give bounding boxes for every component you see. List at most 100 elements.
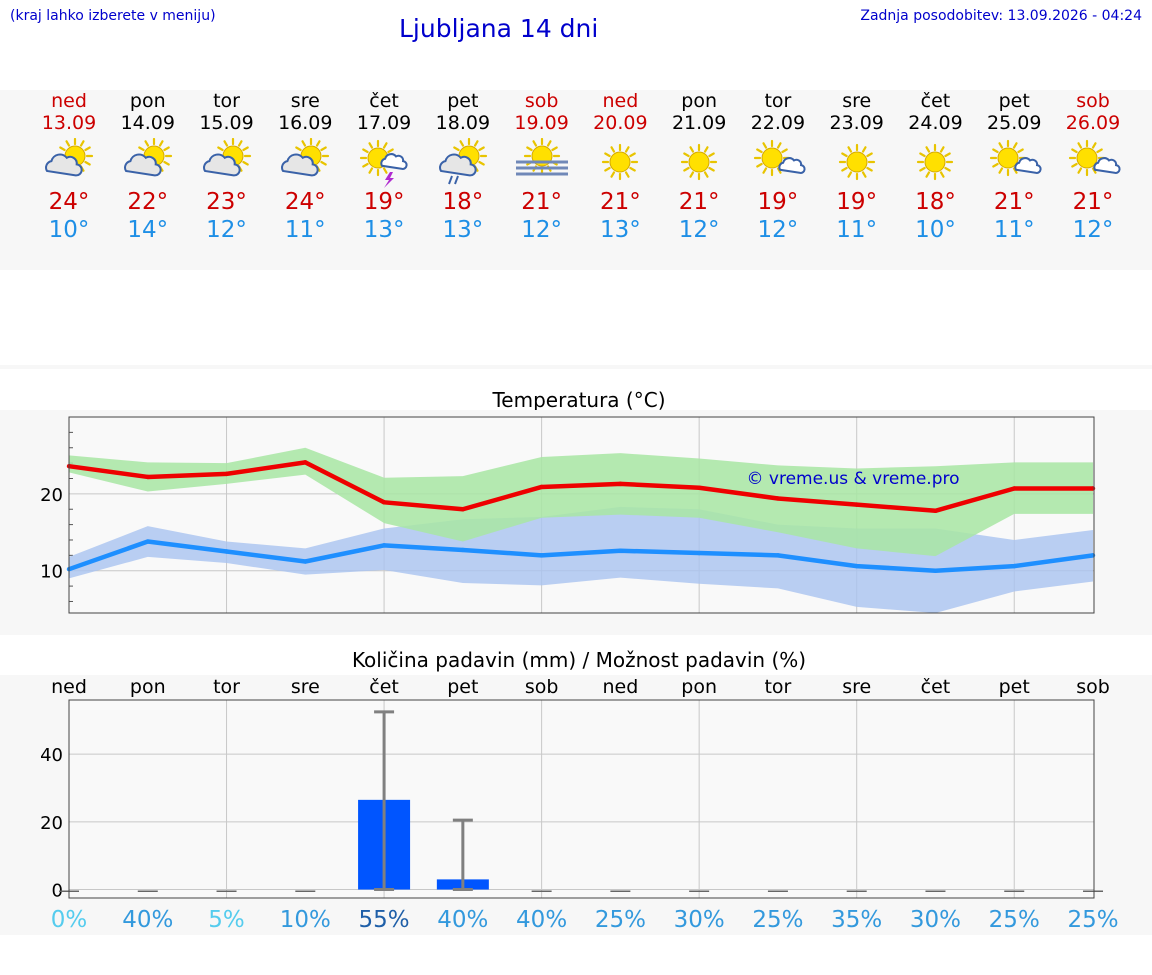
min-temperature-point xyxy=(854,563,859,569)
sun-cloud-icon xyxy=(202,138,251,177)
min-temperature: 12° xyxy=(757,217,799,243)
precipitation-probability-label: 30% xyxy=(674,907,725,933)
day-axis-label: tor xyxy=(213,676,240,698)
day-axis-label: sre xyxy=(842,676,871,698)
watermark: © vreme.us & vreme.pro xyxy=(746,469,959,489)
day-name: pon xyxy=(129,90,166,112)
max-temperature-point xyxy=(696,485,702,490)
precipitation-probability-label: 25% xyxy=(595,907,646,933)
max-temperature: 19° xyxy=(757,189,799,215)
sun-small-cloud-icon xyxy=(1068,139,1121,177)
day-axis-label: ned xyxy=(51,676,87,698)
temperature-chart-title: Temperatura (°C) xyxy=(492,388,666,412)
forecast-day: tor 22.09 19° 12° xyxy=(739,90,817,244)
max-temperature-point xyxy=(618,481,623,487)
day-date: 25.09 xyxy=(987,112,1042,134)
day-axis-label: tor xyxy=(764,676,791,698)
min-temperature: 10° xyxy=(915,217,956,243)
sun-icon xyxy=(838,143,875,181)
sun-icon xyxy=(602,143,639,181)
day-name: čet xyxy=(920,90,951,112)
last-updated: Zadnja posodobitev: 13.09.2026 - 04:24 xyxy=(860,8,1142,24)
sun-cloud-icon xyxy=(45,138,94,177)
min-temperature-point xyxy=(381,543,387,548)
min-temperature-point xyxy=(460,547,466,553)
min-temperature: 11° xyxy=(284,217,326,243)
forecast-day: tor 15.09 23° 12° xyxy=(188,90,266,244)
sun-cloud-icon xyxy=(123,138,172,177)
forecast-day: pon 21.09 21° 12° xyxy=(660,90,738,244)
max-temperature-point xyxy=(775,496,781,501)
max-temperature: 21° xyxy=(993,189,1035,215)
max-temperature: 24° xyxy=(284,189,326,215)
location-hint: (kraj lahko izberete v meniju) xyxy=(10,8,216,24)
max-temperature: 23° xyxy=(206,189,247,215)
temperature-chart: 10 20 © vreme.us & vreme.pro xyxy=(40,416,1096,614)
forecast-day: pon 14.09 22° 14° xyxy=(109,90,187,244)
day-axis-label: pon xyxy=(130,676,166,698)
day-date: 23.09 xyxy=(829,112,884,134)
min-temperature: 12° xyxy=(678,217,720,243)
max-temperature-line xyxy=(68,460,1094,514)
min-temperature-point xyxy=(1012,563,1017,569)
max-temperature-point xyxy=(224,471,229,477)
min-temperature: 11° xyxy=(993,217,1035,243)
forecast-day: sob 26.09 21° 12° xyxy=(1054,90,1132,244)
min-temperature: 10° xyxy=(48,217,90,243)
precipitation-probability-label: 55% xyxy=(359,907,410,933)
min-temperature-point xyxy=(224,549,229,554)
sun-fog-icon xyxy=(515,138,568,176)
day-name: pet xyxy=(447,90,479,112)
day-date: 20.09 xyxy=(593,112,648,134)
min-temperature: 12° xyxy=(1072,217,1114,243)
max-temperature: 19° xyxy=(363,189,405,215)
min-temperature-point xyxy=(539,553,544,558)
day-axis-label: čet xyxy=(921,676,951,698)
max-temperature-point xyxy=(303,460,308,465)
min-temperature-point xyxy=(696,550,702,556)
day-date: 13.09 xyxy=(41,112,97,134)
day-axis-label: pet xyxy=(447,676,478,698)
day-name: pet xyxy=(998,90,1030,112)
max-temperature-point xyxy=(381,500,387,505)
plot-frame xyxy=(68,416,1095,614)
forecast-day: pet 25.09 21° 11° xyxy=(975,90,1053,244)
precipitation-probability-label: 30% xyxy=(910,907,961,933)
max-temperature: 21° xyxy=(599,189,641,215)
sun-thunderstorm-icon xyxy=(359,139,408,188)
day-name: sre xyxy=(842,90,872,112)
max-temperature-point xyxy=(460,507,466,512)
precipitation-probability-label: 40% xyxy=(437,907,488,933)
precipitation-probability-label: 35% xyxy=(831,907,882,933)
max-temperature: 22° xyxy=(127,189,169,215)
day-date: 18.09 xyxy=(435,112,491,134)
precipitation-probability-label: 25% xyxy=(1067,907,1118,933)
day-date: 24.09 xyxy=(908,112,963,134)
min-temperature: 11° xyxy=(836,217,878,243)
precipitation-probability-label: 40% xyxy=(122,907,173,933)
y-tick-label: 20 xyxy=(40,813,63,834)
sun-icon xyxy=(917,143,954,181)
day-date: 16.09 xyxy=(278,112,333,134)
min-temperature-point xyxy=(775,553,781,558)
precipitation-chart: ned pon tor sre čet pet sob ned pon tor sre čet pet s… xyxy=(40,676,1118,933)
plot-frame xyxy=(68,699,1095,899)
max-temperature-point xyxy=(933,508,938,513)
min-temperature: 12° xyxy=(521,217,562,243)
min-temperature-point xyxy=(618,548,623,553)
max-temperature: 21° xyxy=(1072,189,1114,215)
plot-area xyxy=(69,700,1094,898)
max-temperature: 21° xyxy=(678,189,720,215)
max-temperature-point xyxy=(1012,486,1017,491)
day-date: 15.09 xyxy=(199,112,254,134)
day-axis-label: sob xyxy=(525,676,559,698)
min-temperature-line xyxy=(68,539,1094,573)
max-temperature: 18° xyxy=(442,189,484,215)
sun-cloud-icon xyxy=(281,138,330,177)
precipitation-probability-label: 0% xyxy=(51,907,88,933)
min-temperature-point xyxy=(145,539,150,544)
max-temperature: 21° xyxy=(521,189,562,215)
day-name: tor xyxy=(764,90,792,112)
day-name: tor xyxy=(213,90,240,112)
min-temperature-point xyxy=(303,559,308,564)
